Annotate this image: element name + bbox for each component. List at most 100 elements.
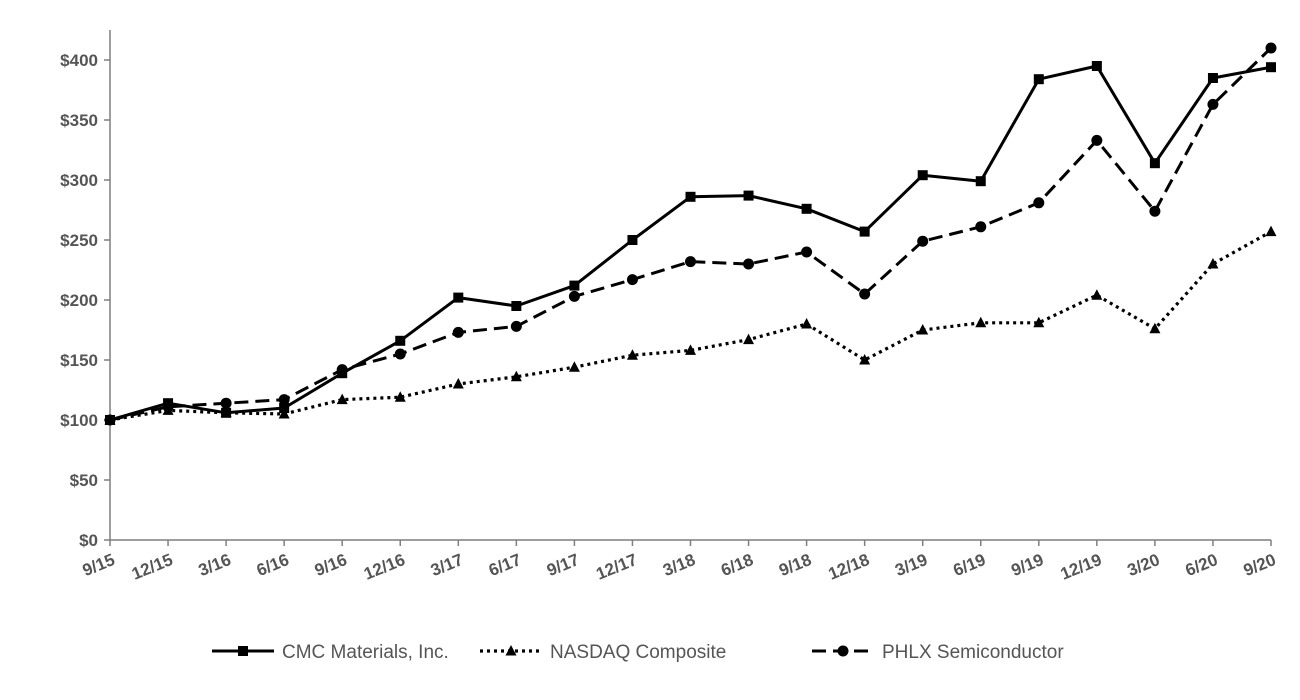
data-point-phlx-semiconductor bbox=[975, 221, 987, 233]
data-point-nasdaq-composite bbox=[278, 408, 290, 419]
y-tick-label: $150 bbox=[60, 351, 98, 370]
axes bbox=[109, 30, 1271, 541]
data-point-nasdaq-composite bbox=[1033, 316, 1045, 328]
data-point-cmc-materials-inc bbox=[1149, 158, 1160, 169]
data-point-cmc-materials-inc bbox=[1266, 62, 1276, 73]
data-point-cmc-materials-inc bbox=[511, 301, 522, 311]
data-point-phlx-semiconductor bbox=[743, 258, 755, 270]
data-point-cmc-materials-inc bbox=[1207, 73, 1218, 83]
data-point-phlx-semiconductor bbox=[162, 401, 174, 413]
data-point-phlx-semiconductor bbox=[1149, 205, 1161, 217]
data-point-cmc-materials-inc bbox=[627, 235, 638, 245]
legend-entry-phlx-semiconductor: PHLX Semiconductor bbox=[812, 642, 1064, 663]
x-tick-label: 9/15 bbox=[80, 550, 118, 580]
data-point-phlx-semiconductor bbox=[1033, 197, 1045, 209]
x-tick-label: 9/20 bbox=[1241, 550, 1279, 580]
x-tick-label: 6/20 bbox=[1183, 550, 1221, 580]
data-point-cmc-materials-inc bbox=[917, 170, 928, 181]
data-point-cmc-materials-inc bbox=[685, 191, 696, 202]
x-tick-label: 9/18 bbox=[776, 550, 814, 580]
y-tick-label: $200 bbox=[60, 291, 98, 310]
y-tick-label: $100 bbox=[60, 411, 98, 430]
x-tick-label: 12/17 bbox=[593, 550, 640, 584]
data-point-nasdaq-composite bbox=[394, 391, 406, 402]
data-point-nasdaq-composite bbox=[801, 318, 813, 329]
y-tick-label: $300 bbox=[60, 171, 98, 190]
legend-label-phlx-semiconductor: PHLX Semiconductor bbox=[882, 642, 1064, 663]
data-point-phlx-semiconductor bbox=[510, 320, 522, 332]
y-tick-label: $250 bbox=[60, 231, 98, 250]
y-tick-label: $400 bbox=[60, 51, 98, 70]
data-point-phlx-semiconductor bbox=[1265, 42, 1277, 54]
data-point-nasdaq-composite bbox=[220, 406, 232, 418]
x-tick-label: 12/18 bbox=[826, 550, 873, 584]
data-point-nasdaq-composite bbox=[743, 333, 755, 345]
series-layer bbox=[104, 42, 1277, 426]
series-line-cmc-materials-inc bbox=[109, 64, 1272, 422]
series-phlx-semiconductor bbox=[104, 42, 1277, 426]
x-tick-label: 12/19 bbox=[1058, 550, 1105, 584]
data-point-phlx-semiconductor bbox=[1091, 134, 1103, 146]
x-tick-label: 6/19 bbox=[950, 550, 988, 580]
x-tick-label: 6/17 bbox=[486, 550, 524, 580]
data-point-cmc-materials-inc bbox=[1033, 74, 1044, 85]
x-tick-label: 9/19 bbox=[1008, 550, 1046, 580]
data-point-nasdaq-composite bbox=[1149, 322, 1161, 334]
data-point-cmc-materials-inc bbox=[859, 226, 870, 237]
y-axis-ticks: $0 $50 $100 $150 $200 $250 $300 $350 $400 bbox=[60, 51, 110, 550]
x-tick-label: 9/17 bbox=[544, 550, 582, 580]
data-point-nasdaq-composite bbox=[568, 361, 580, 372]
data-point-cmc-materials-inc bbox=[1091, 61, 1102, 71]
data-point-cmc-materials-inc bbox=[395, 335, 406, 346]
legend-marker-phlx-semiconductor bbox=[837, 645, 849, 657]
x-tick-label: 12/16 bbox=[361, 550, 408, 584]
data-point-phlx-semiconductor bbox=[394, 348, 406, 360]
data-point-cmc-materials-inc bbox=[743, 190, 754, 201]
data-point-phlx-semiconductor bbox=[336, 364, 348, 376]
data-point-phlx-semiconductor bbox=[859, 288, 871, 300]
data-point-phlx-semiconductor bbox=[917, 235, 929, 247]
y-tick-label: $0 bbox=[79, 531, 98, 550]
data-point-nasdaq-composite bbox=[1265, 225, 1277, 237]
y-tick-label: $350 bbox=[60, 111, 98, 130]
data-point-phlx-semiconductor bbox=[568, 290, 580, 302]
x-tick-label: 3/19 bbox=[892, 550, 930, 580]
data-point-phlx-semiconductor bbox=[801, 246, 813, 258]
data-point-nasdaq-composite bbox=[452, 378, 464, 389]
data-point-nasdaq-composite bbox=[1091, 289, 1103, 300]
x-tick-label: 6/18 bbox=[718, 550, 756, 580]
data-point-phlx-semiconductor bbox=[220, 397, 232, 409]
x-tick-label: 3/20 bbox=[1125, 550, 1163, 580]
legend-marker-cmc-materials-inc bbox=[238, 646, 248, 656]
data-point-nasdaq-composite bbox=[859, 354, 871, 365]
series-cmc-materials-inc bbox=[105, 61, 1276, 425]
data-point-phlx-semiconductor bbox=[104, 414, 116, 426]
y-tick-label: $50 bbox=[70, 471, 98, 490]
data-point-nasdaq-composite bbox=[626, 349, 638, 360]
x-tick-label: 3/17 bbox=[428, 550, 466, 580]
legend-marker-nasdaq-composite bbox=[505, 645, 517, 656]
data-point-phlx-semiconductor bbox=[278, 394, 290, 406]
data-point-nasdaq-composite bbox=[685, 344, 696, 355]
data-point-cmc-materials-inc bbox=[975, 176, 986, 187]
x-tick-label: 12/15 bbox=[129, 550, 176, 584]
x-tick-label: 6/16 bbox=[254, 550, 292, 580]
data-point-nasdaq-composite bbox=[975, 316, 987, 328]
data-point-phlx-semiconductor bbox=[626, 274, 638, 286]
data-point-cmc-materials-inc bbox=[801, 203, 812, 214]
series-nasdaq-composite bbox=[104, 225, 1277, 425]
x-tick-label: 9/16 bbox=[312, 550, 350, 580]
legend-entry-cmc-materials-inc: CMC Materials, Inc. bbox=[212, 642, 449, 663]
data-point-phlx-semiconductor bbox=[685, 256, 696, 268]
data-point-cmc-materials-inc bbox=[569, 280, 580, 291]
legend: CMC Materials, Inc. NASDAQ Composite PHLX … bbox=[212, 642, 1064, 663]
data-point-phlx-semiconductor bbox=[452, 326, 464, 338]
legend-entry-nasdaq-composite: NASDAQ Composite bbox=[480, 642, 726, 663]
data-point-cmc-materials-inc bbox=[453, 292, 464, 303]
legend-label-cmc-materials-inc: CMC Materials, Inc. bbox=[282, 642, 449, 663]
x-tick-label: 3/18 bbox=[660, 550, 698, 580]
data-point-nasdaq-composite bbox=[917, 324, 929, 335]
series-line-phlx-semiconductor bbox=[109, 46, 1273, 422]
